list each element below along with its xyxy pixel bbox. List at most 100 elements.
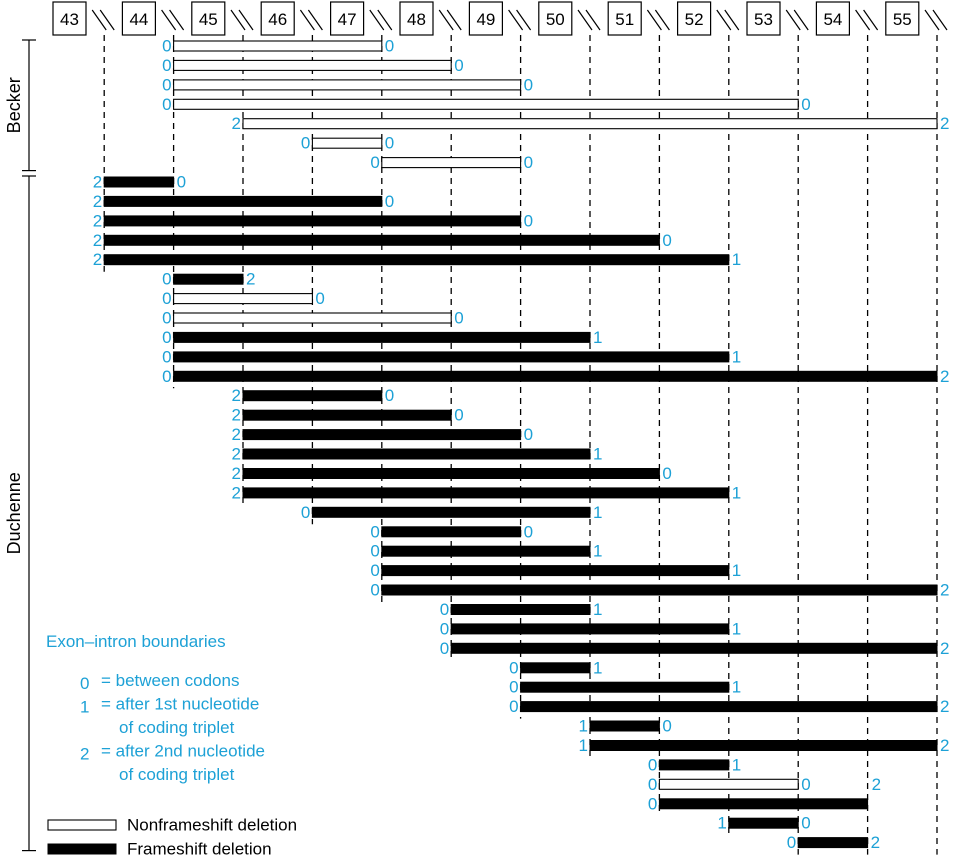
right-boundary-phase: 1 [732, 250, 741, 269]
left-boundary-phase: 0 [301, 134, 310, 153]
left-boundary-phase: 2 [232, 445, 241, 464]
left-boundary-phase: 0 [648, 775, 657, 794]
intron-break-mark [646, 9, 662, 31]
left-boundary-phase: 0 [440, 600, 449, 619]
exon-label-53: 53 [754, 10, 773, 29]
frameshift-deletion-bar [381, 545, 591, 557]
nonframeshift-deletion-bar [173, 312, 452, 324]
right-boundary-phase: 0 [454, 56, 463, 75]
exon-label-43: 43 [60, 10, 79, 29]
intron-break-mark [863, 9, 879, 31]
frameshift-deletion-bar [242, 390, 383, 402]
intron-break-mark [716, 9, 732, 31]
frameshift-deletion-bar [311, 506, 591, 518]
left-boundary-phase: 0 [370, 581, 379, 600]
frameshift-deletion-bar [103, 234, 660, 246]
right-boundary-phase: 1 [593, 542, 602, 561]
frameshift-deletion-bar [103, 195, 383, 207]
right-boundary-phase: 2 [940, 114, 949, 133]
frameshift-deletion-bar [658, 759, 730, 771]
exon-header: 43 44 45 46 47 48 49 50 51 52 53 54 55 [52, 1, 948, 36]
exon-box-53 [746, 1, 781, 36]
group-label-becker: Becker [4, 77, 24, 133]
right-boundary-phase: 0 [662, 231, 671, 250]
intron-break-mark [299, 9, 315, 31]
left-boundary-phase: 0 [509, 697, 518, 716]
exon-box-52 [676, 1, 712, 36]
legend-description: of coding triplet [119, 718, 235, 737]
right-boundary-phase: 2 [940, 697, 949, 716]
intron-break-mark [577, 9, 593, 31]
right-boundary-phase: 0 [801, 775, 810, 794]
legend-frameshift-label: Frameshift deletion [127, 840, 272, 859]
legend-item-0: 0 = between codons [80, 671, 239, 693]
right-boundary-phase: 2 [940, 581, 949, 600]
legend-items: 0 = between codons 1 = after 1st nucleotide… [80, 671, 265, 784]
legend-nonframeshift-label: Nonframeshift deletion [127, 816, 297, 835]
right-boundary-phase: 1 [593, 445, 602, 464]
intron-break-mark [238, 9, 254, 31]
legend-key: 1 [80, 698, 89, 717]
intron-break-mark [91, 9, 107, 31]
frameshift-deletion-bar [173, 351, 730, 363]
right-boundary-phase: 0 [801, 95, 810, 114]
exon-label-50: 50 [546, 10, 565, 29]
exon-box-50 [538, 1, 573, 36]
left-boundary-phase: 0 [440, 619, 449, 638]
left-boundary-phase: 0 [440, 639, 449, 658]
intron-break-mark [516, 9, 532, 31]
left-boundary-phase: 0 [162, 367, 171, 386]
frameshift-deletion-bar [173, 370, 938, 382]
left-boundary-phase: 0 [509, 678, 518, 697]
right-boundary-phase: 0 [315, 289, 324, 308]
exon-label-52: 52 [685, 10, 704, 29]
intron-break-mark [438, 9, 454, 31]
left-boundary-phase: 0 [787, 833, 796, 852]
frameshift-deletion-bar [520, 701, 938, 713]
extra-boundary-phase: 2 [872, 775, 881, 794]
right-boundary-phase: 2 [871, 833, 880, 852]
intron-break-mark [446, 9, 462, 31]
nonframeshift-deletion-bar [173, 79, 522, 91]
intron-break-mark [508, 9, 524, 31]
right-boundary-phase: 1 [593, 658, 602, 677]
left-boundary-phase: 0 [162, 328, 171, 347]
left-boundary-phase: 0 [162, 95, 171, 114]
frameshift-deletion-bar [242, 468, 660, 479]
left-boundary-phase: 1 [579, 717, 588, 736]
right-boundary-phase: 0 [385, 192, 394, 211]
exon-box-51 [607, 1, 642, 36]
left-boundary-phase: 0 [162, 289, 171, 308]
exon-label-49: 49 [476, 10, 495, 29]
left-boundary-phase: 0 [370, 153, 379, 172]
intron-break-mark [169, 9, 185, 31]
left-boundary-phase: 0 [162, 37, 171, 56]
right-boundary-phase: 1 [732, 678, 741, 697]
frameshift-deletion-bar [103, 176, 175, 188]
right-boundary-phase: 2 [940, 367, 949, 386]
frameshift-deletion-bar [589, 740, 938, 751]
exon-label-51: 51 [615, 10, 634, 29]
right-boundary-phase: 1 [732, 347, 741, 366]
right-boundary-phase: 1 [732, 561, 741, 580]
right-boundary-phase: 2 [940, 639, 949, 658]
exon-box-45 [191, 1, 226, 36]
nonframeshift-deletion-bar [242, 118, 938, 130]
left-boundary-phase: 0 [370, 561, 379, 580]
intron-break-mark [724, 9, 740, 31]
right-boundary-phase: 0 [662, 464, 671, 483]
